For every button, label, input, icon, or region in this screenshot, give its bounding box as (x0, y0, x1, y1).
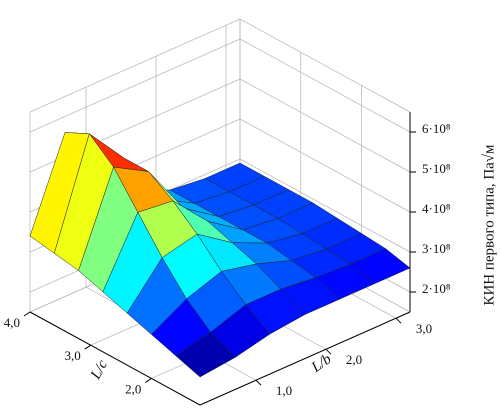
grid-line (239, 38, 411, 133)
y-tick-label: 3,0 (416, 321, 432, 336)
z-axis-label: КИН первого типа, Па√м (481, 144, 497, 306)
grid-line (239, 78, 411, 173)
x-tick (23, 311, 31, 317)
x-tick-label: 3,0 (64, 348, 80, 363)
y-tick (255, 379, 262, 386)
y-tick (325, 348, 332, 355)
y-tick (395, 317, 402, 324)
z-tick-label: 5·10⁸ (422, 161, 451, 176)
grid-line (29, 38, 241, 133)
box-edge (29, 18, 241, 113)
z-tick-label: 3·10⁸ (422, 241, 451, 256)
z-tick-label: 4·10⁸ (422, 201, 451, 216)
surface-patch (175, 331, 236, 378)
x-tick-label: 4,0 (4, 315, 20, 330)
y-axis-label: L/b (308, 351, 335, 376)
box-edge (239, 18, 411, 113)
x-tick-label: 2,0 (125, 381, 141, 396)
y-tick-label: 2,0 (346, 352, 362, 367)
z-tick-label: 2·10⁸ (422, 281, 451, 296)
y-axis (199, 311, 411, 406)
y-tick-label: 1,0 (276, 383, 292, 398)
x-axis (29, 311, 201, 406)
grid-line (239, 158, 411, 253)
z-tick-label: 6·10⁸ (422, 121, 451, 136)
x-axis-label: L/c (87, 357, 111, 383)
x-tick (145, 378, 152, 383)
x-tick (84, 344, 91, 350)
grid-line (239, 118, 411, 213)
